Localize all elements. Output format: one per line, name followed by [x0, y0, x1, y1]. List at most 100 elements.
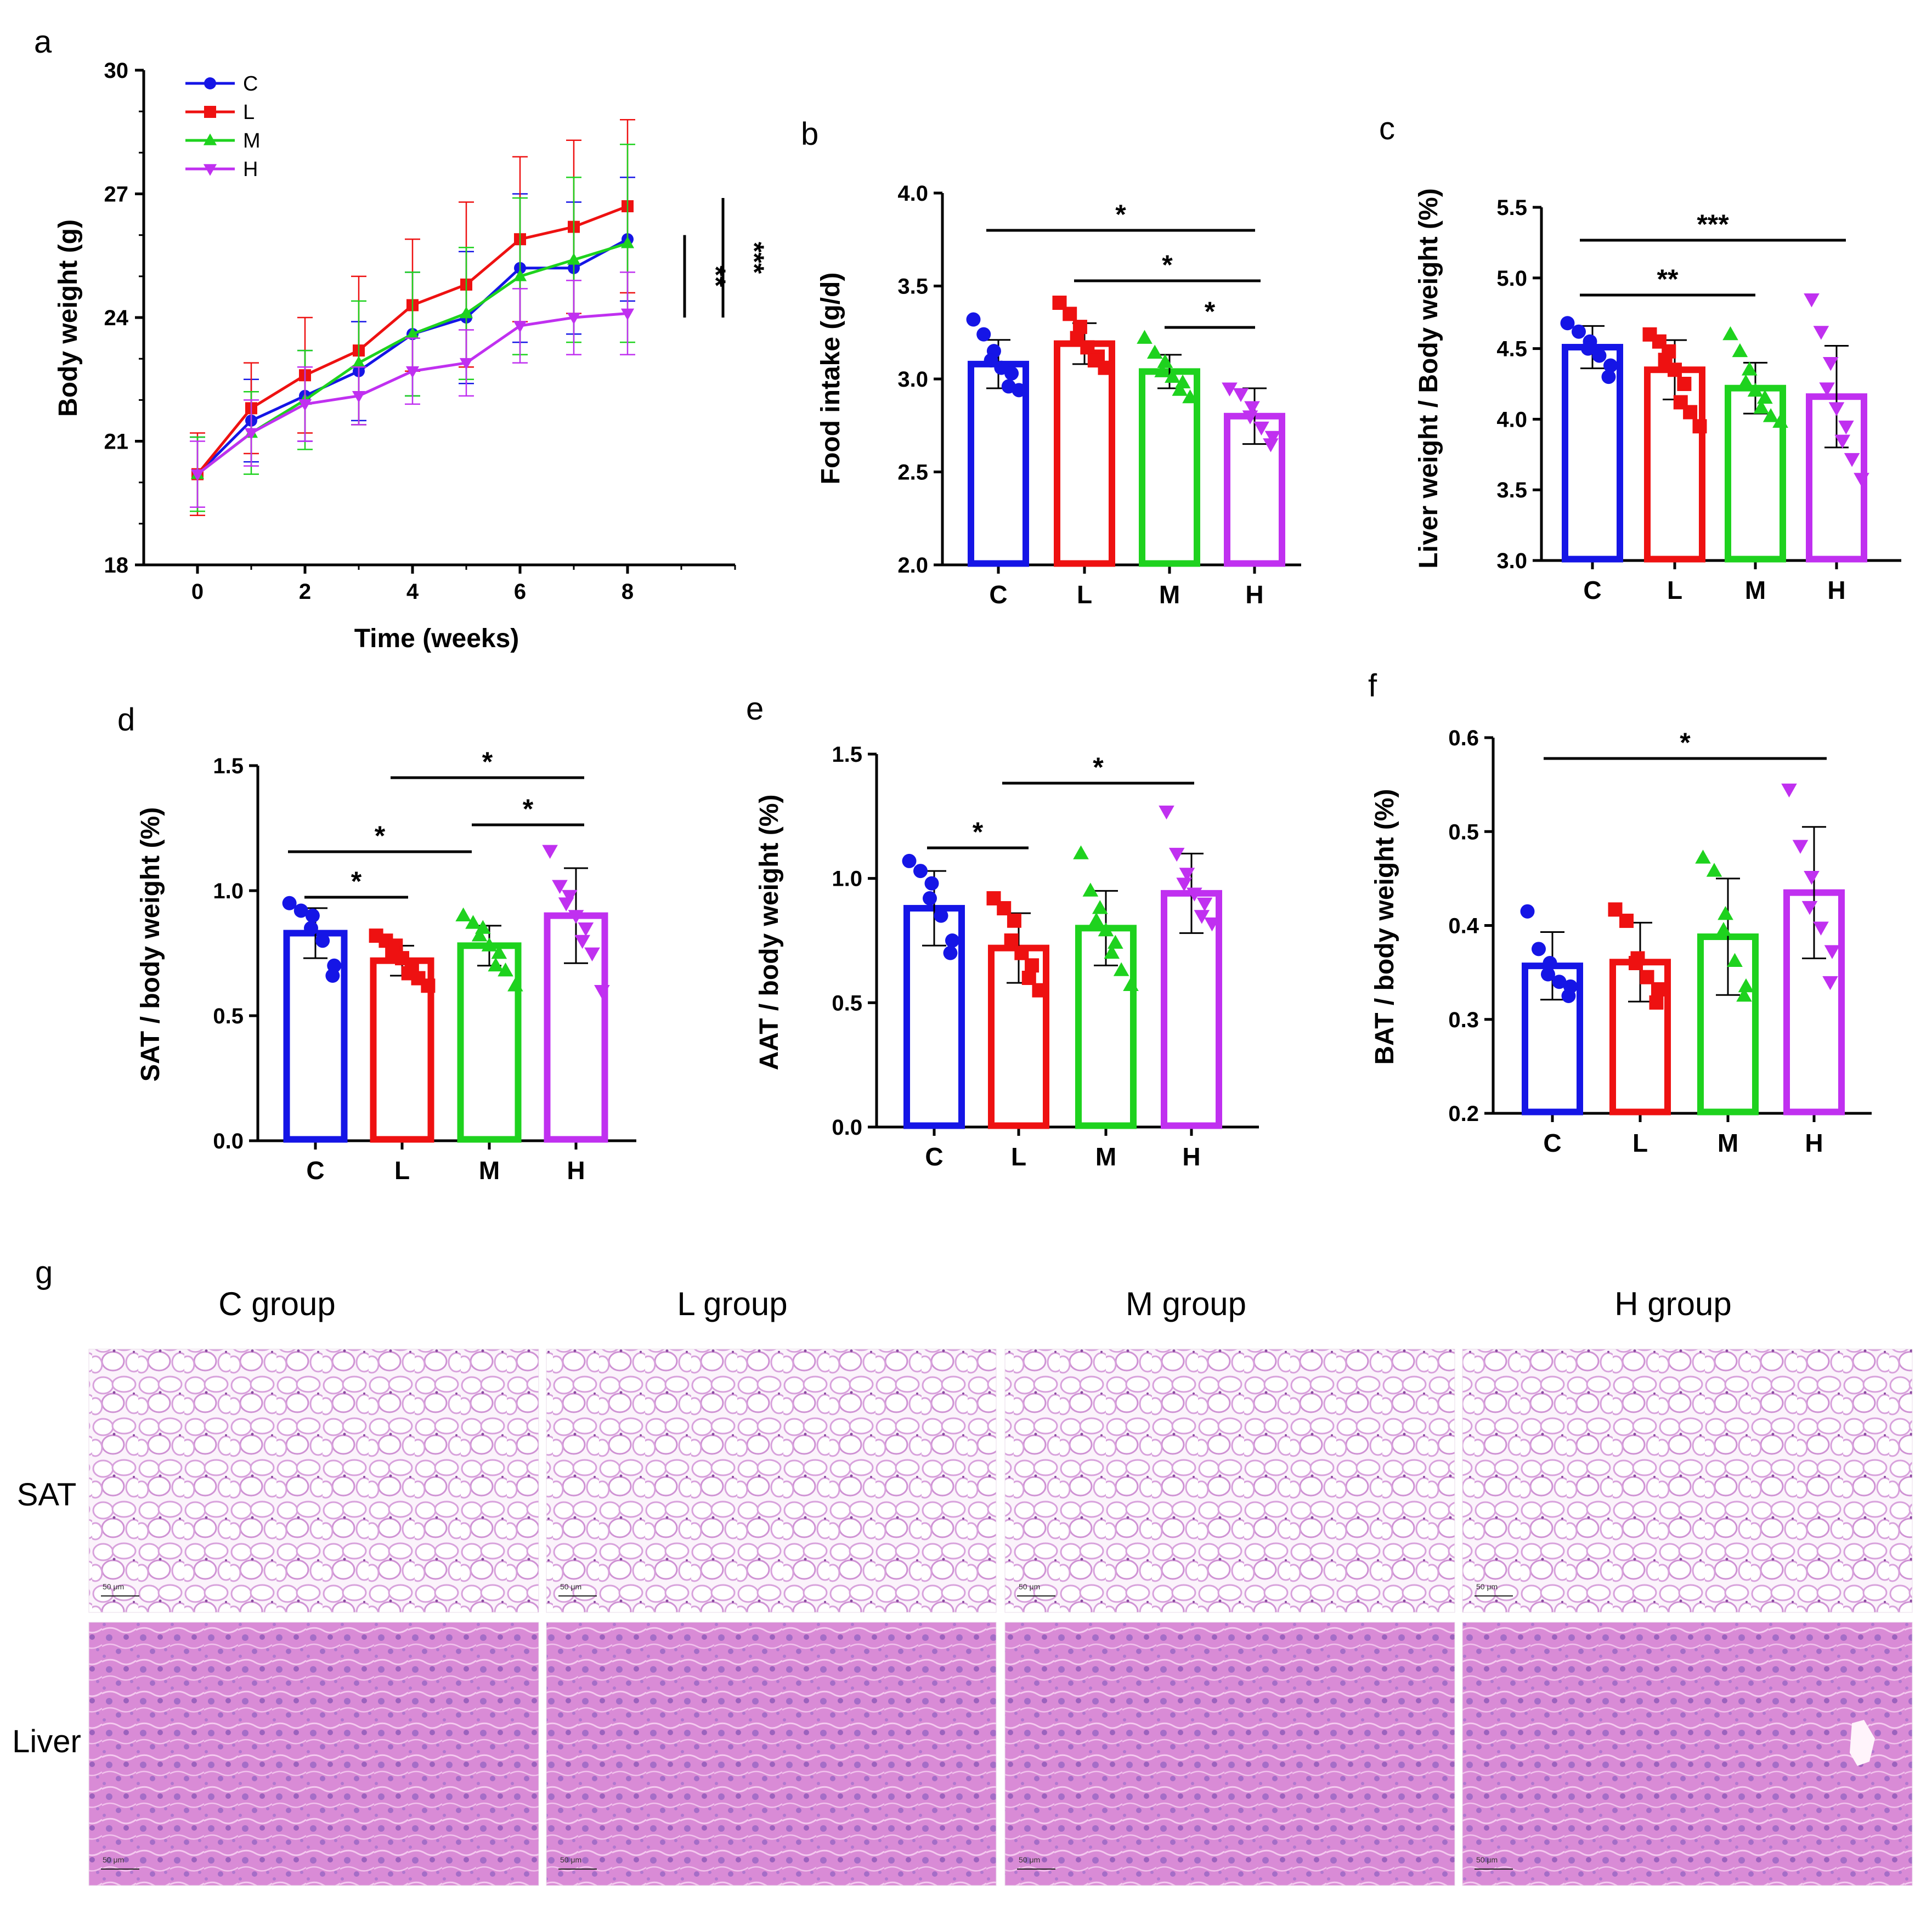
- data-point: [1640, 970, 1654, 984]
- chart-f-y-tick-label: 0.4: [1448, 914, 1479, 938]
- histology-liver-m: 50 μm: [1004, 1622, 1455, 1886]
- data-point: [315, 933, 330, 948]
- data-point: [1004, 933, 1019, 948]
- histology-image: [546, 1349, 997, 1613]
- data-point: [1104, 944, 1120, 959]
- data-point: [1677, 377, 1692, 391]
- chart-c-y-tick-label: 5.0: [1496, 267, 1527, 291]
- bar-group-l: L: [369, 928, 436, 1185]
- series-h: [190, 271, 635, 508]
- chart-e-x-tick-label: C: [925, 1142, 943, 1171]
- data-point: [902, 853, 917, 868]
- chart-a-x-tick-label: 2: [299, 580, 311, 604]
- scale-bar-label: 50 μm: [1476, 1855, 1498, 1864]
- bar-m: [457, 942, 522, 1143]
- chart-f-y-tick-label: 0.5: [1448, 820, 1479, 844]
- data-point: [1004, 366, 1019, 381]
- data-point: [1581, 341, 1595, 356]
- data-point: [1592, 348, 1607, 363]
- column-title-c-group: C group: [218, 1286, 335, 1322]
- data-point: [1165, 369, 1180, 383]
- data-point: [1007, 913, 1021, 928]
- data-point: [620, 308, 635, 321]
- chart-a-x-tick-label: 0: [191, 580, 204, 604]
- chart-c-x-tick-label: H: [1827, 576, 1845, 604]
- bar-group-h: H: [1159, 805, 1222, 1171]
- histology-sat-m: 50 μm: [1004, 1349, 1455, 1613]
- data-point: [1032, 983, 1047, 998]
- bar-group-m: M: [1073, 845, 1139, 1171]
- data-point: [1824, 945, 1840, 959]
- sig-label: *: [375, 820, 386, 851]
- data-point: [913, 864, 928, 879]
- data-point: [244, 428, 258, 440]
- data-point: [1819, 382, 1835, 397]
- histology-sat-h: 50 μm: [1462, 1349, 1913, 1613]
- chart-e-x-tick-label: H: [1182, 1142, 1200, 1171]
- chart-e-y-tick-label: 1.0: [832, 867, 862, 891]
- chart-body-weight: Time (weeks) Body weight (g) 18212427300…: [54, 59, 770, 653]
- sig-label: **: [1657, 264, 1679, 295]
- data-point: [1244, 401, 1260, 415]
- data-point: [1168, 847, 1185, 862]
- data-point: [1804, 871, 1820, 885]
- chart-e-x-tick-label: L: [1011, 1142, 1026, 1171]
- histology-liver-h: 50 μm: [1462, 1622, 1913, 1886]
- chart-f-x-tick-label: M: [1718, 1129, 1738, 1157]
- histology-image: [88, 1622, 539, 1886]
- data-point: [1108, 935, 1123, 949]
- data-point: [325, 969, 340, 983]
- legend-label: L: [243, 101, 255, 124]
- chart-d-x-tick-label: C: [306, 1156, 324, 1185]
- data-point: [459, 306, 473, 319]
- scale-bar-label: 50 μm: [560, 1855, 581, 1864]
- chart-b-y-tick-label: 4.0: [897, 182, 928, 206]
- chart-aat-weight: AAT / body weight (%) 0.0 0.5 1.0 1.5 C L M H * *: [755, 743, 1259, 1171]
- data-point: [421, 978, 436, 993]
- data-point: [1753, 399, 1770, 414]
- data-point: [923, 891, 937, 905]
- data-point: [1722, 326, 1738, 341]
- data-point: [405, 327, 420, 339]
- data-point: [1822, 976, 1838, 990]
- data-point: [1572, 324, 1586, 339]
- data-point: [567, 313, 581, 325]
- chart-a-x-tick-label: 8: [622, 580, 634, 604]
- chart-a-xlabel: Time (weeks): [354, 624, 519, 653]
- data-point: [1718, 906, 1733, 920]
- histology-image: [546, 1622, 997, 1886]
- column-title-l-group: L group: [677, 1286, 787, 1322]
- panel-letter-c: c: [1379, 111, 1395, 146]
- data-point: [1781, 783, 1797, 798]
- data-point: [1021, 971, 1036, 985]
- sig-label: *: [1162, 250, 1173, 280]
- legend-label: H: [243, 158, 258, 181]
- data-point: [1520, 904, 1535, 919]
- data-point: [1098, 360, 1112, 375]
- data-point: [1762, 408, 1779, 422]
- histology-grid: C group L group M group H group SAT Live…: [12, 1286, 1913, 1886]
- chart-c-x-tick-label: L: [1667, 576, 1682, 604]
- data-point: [305, 908, 320, 923]
- bar-group-h: H: [542, 845, 610, 1185]
- data-point: [1560, 316, 1575, 331]
- legend-marker: [204, 77, 216, 89]
- data-point: [498, 962, 513, 977]
- bar-group-h: H: [1781, 783, 1845, 1157]
- chart-d-y-tick-label: 0.0: [213, 1129, 244, 1153]
- bar-group-m: M: [455, 907, 523, 1185]
- panel-letter-g: g: [35, 1255, 53, 1290]
- chart-d-ylabel: SAT / body weight (%): [136, 807, 165, 1082]
- chart-b-y-tick-label: 2.5: [897, 461, 928, 485]
- chart-f-y-tick-label: 0.2: [1448, 1102, 1479, 1126]
- chart-d-y-tick-label: 1.5: [213, 754, 244, 778]
- chart-b-ylabel: Food intake (g/d): [816, 273, 845, 485]
- data-point: [1196, 897, 1213, 911]
- chart-liver-weight: Liver weight / Body weight (%) 3.0 3.5 4.0…: [1414, 188, 1901, 604]
- data-point: [1194, 910, 1210, 924]
- legend-marker: [203, 133, 217, 145]
- data-point: [1619, 913, 1634, 928]
- bar-group-c: C: [1560, 316, 1623, 604]
- chart-a-y-tick-label: 21: [104, 430, 129, 454]
- data-point: [584, 947, 600, 961]
